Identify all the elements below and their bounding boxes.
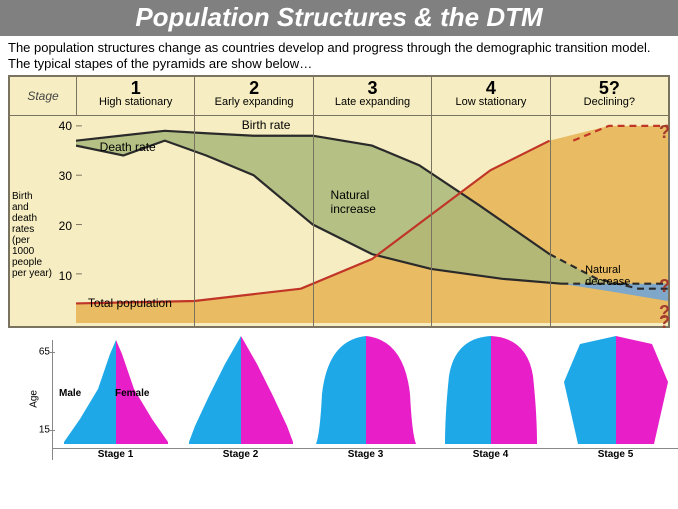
stage-divider [194, 116, 195, 326]
y-tick-40: 40 [59, 119, 72, 133]
stage-divider [550, 116, 551, 326]
pyramid-4: Stage 4 [428, 334, 553, 460]
y-axis: Birthanddeathrates(per 1000peopleper yea… [10, 116, 76, 326]
pyramid-1: Stage 1 Male Female [53, 334, 178, 460]
pyramid-y-axis: 65 Age 15 [0, 340, 53, 460]
chart-area: Birth rate Death rate Naturalincrease Total… [76, 116, 668, 326]
y-tick-20: 20 [59, 219, 72, 233]
dtm-plot: Birthanddeathrates(per 1000peopleper yea… [10, 116, 668, 326]
pyramid-3: Stage 3 [303, 334, 428, 460]
chart-label: Birth rate [242, 118, 291, 132]
question-mark: ? [659, 312, 670, 333]
chart-label: Naturaldecrease [585, 264, 630, 288]
pyramids-row: 65 Age 15 Stage 1MaleFemaleStage 2Stage … [0, 334, 678, 460]
question-mark: ? [659, 276, 670, 297]
chart-label: Total population [88, 296, 172, 310]
stage-header-5: 5?Declining? [550, 77, 668, 115]
stage-header-1: 1High stationary [76, 77, 194, 115]
stage-header-row: Stage 1High stationary2Early expanding3L… [10, 77, 668, 116]
stage-header-3: 3Late expanding [313, 77, 431, 115]
page-title: Population Structures & the DTM [0, 0, 678, 36]
chart-label: Death rate [100, 140, 156, 154]
pyramid-caption: Stage 3 [303, 448, 428, 460]
y-tick-10: 10 [59, 269, 72, 283]
female-label: Female [115, 388, 149, 399]
pyramid-age-label: Age [29, 390, 40, 408]
pyramid-caption: Stage 2 [178, 448, 303, 460]
question-mark: ? [659, 122, 670, 143]
intro-text: The population structures change as coun… [0, 36, 678, 75]
pyramid-caption: Stage 1 [53, 448, 178, 460]
chart-label: Naturalincrease [331, 188, 376, 216]
dtm-chart: Stage 1High stationary2Early expanding3L… [8, 75, 670, 328]
y-tick-30: 30 [59, 169, 72, 183]
pyramid-caption: Stage 4 [428, 448, 553, 460]
stage-header-2: 2Early expanding [194, 77, 312, 115]
y-axis-title: Birthanddeathrates(per 1000peopleper yea… [12, 191, 52, 279]
stage-header-label: Stage [10, 77, 76, 115]
male-label: Male [59, 388, 81, 399]
stage-divider [313, 116, 314, 326]
stage-header-4: 4Low stationary [431, 77, 549, 115]
pyramid-5: Stage 5 [553, 334, 678, 460]
stage-divider [431, 116, 432, 326]
dtm-svg [76, 116, 668, 323]
pyramid-cells: Stage 1MaleFemaleStage 2Stage 3Stage 4St… [53, 334, 678, 460]
pyramid-caption: Stage 5 [553, 448, 678, 460]
pyramid-2: Stage 2 [178, 334, 303, 460]
